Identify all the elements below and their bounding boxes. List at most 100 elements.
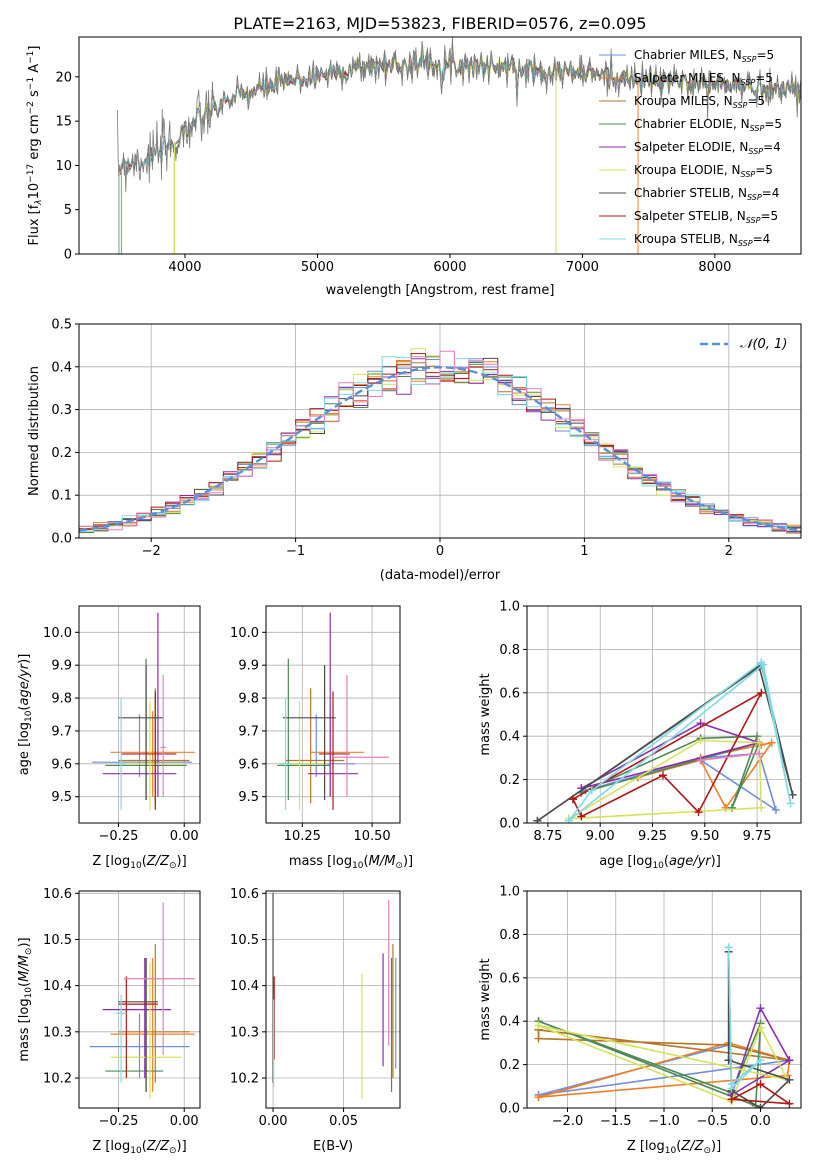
y-tick-label: 10 — [55, 159, 72, 174]
y-tick-label: 0.6 — [499, 971, 520, 986]
weight-marker — [757, 803, 766, 812]
axes-spectrum: 4000 5000 6000 7000 8000 0 5 10 15 20 wavelength [… — [26, 36, 802, 298]
x-tick-label: 0.0 — [750, 1114, 771, 1129]
legend-label: Kroupa STELIB, NSSP=4 — [634, 232, 770, 248]
x-axis-label: E(B-V) — [313, 1139, 353, 1154]
y-tick-label: 10.6 — [43, 887, 72, 902]
y-tick-label: 9.6 — [51, 757, 72, 772]
weight-marker — [753, 732, 762, 741]
legend-label: 𝒩(0, 1) — [740, 337, 787, 352]
figure-title: PLATE=2163, MJD=53823, FIBERID=0576, z=0… — [233, 14, 646, 33]
y-tick-label: 0.4 — [51, 360, 72, 375]
x-tick-label: −2.0 — [552, 1114, 584, 1129]
plot-content — [277, 612, 389, 810]
y-tick-label: 1.0 — [499, 885, 520, 900]
x-tick-label: 0.00 — [259, 1114, 288, 1129]
plot-content — [533, 658, 797, 823]
y-tick-label: 9.8 — [238, 692, 259, 707]
frame-and-ticks: −2 −1 0 1 2 0.0 0.1 0.2 0.3 0.4 0.5 𝒩(0, 1) (data-mo… — [27, 318, 802, 583]
weight-marker — [785, 1075, 794, 1084]
y-tick-label: 9.5 — [51, 790, 72, 805]
x-axis-label: Z [log10(Z/Z⊙)] — [92, 854, 186, 871]
legend-label: Chabrier STELIB, NSSP=4 — [634, 186, 779, 202]
y-tick-label: 9.5 — [238, 790, 259, 805]
plot-content — [534, 943, 794, 1108]
y-tick-label: 10.5 — [230, 933, 259, 948]
weight-marker — [785, 1056, 794, 1065]
weight-marker — [696, 719, 705, 728]
weight-marker — [577, 812, 586, 821]
x-tick-label: −0.25 — [99, 1114, 139, 1129]
legend-label: Kroupa ELODIE, NSSP=5 — [634, 163, 773, 179]
legend-label: Salpeter ELODIE, NSSP=4 — [634, 140, 781, 156]
y-axis-label: mass weight — [478, 958, 493, 1040]
x-tick-label: 10.25 — [284, 829, 321, 844]
weight-marker — [757, 688, 766, 697]
legend-label: Salpeter STELIB, NSSP=5 — [634, 209, 778, 225]
x-tick-label: 0.05 — [329, 1114, 358, 1129]
weight-marker — [767, 738, 776, 747]
gaussian-curve — [79, 366, 801, 532]
y-tick-label: 10.4 — [43, 979, 72, 994]
weight-marker — [694, 808, 703, 817]
weight-marker — [533, 816, 542, 823]
weight-marker — [658, 771, 667, 780]
y-tick-label: 0.2 — [51, 446, 72, 461]
weight-marker — [755, 749, 764, 758]
y-tick-label: 0.8 — [499, 928, 520, 943]
y-axis-label: age [log10(age/yr)] — [17, 654, 34, 776]
frame-and-ticks: 4000 5000 6000 7000 8000 0 5 10 15 20 wavelength [… — [26, 36, 802, 298]
y-tick-label: 0.0 — [51, 532, 72, 547]
weight-line-7 — [568, 660, 792, 822]
weight-marker — [788, 790, 797, 799]
axes-frame — [78, 36, 802, 255]
plot-content — [79, 348, 801, 538]
x-axis-label: wavelength [Angstrom, rest frame] — [326, 283, 555, 298]
y-tick-label: 10.6 — [230, 887, 259, 902]
y-tick-label: 0.4 — [499, 730, 520, 745]
plot-content — [89, 902, 195, 1099]
x-tick-label: −2 — [142, 544, 161, 559]
weight-marker — [756, 1023, 765, 1032]
axes-mass_vs_Z: −0.25 0.00 10.2 10.3 10.4 10.5 10.6 Z [log10(Z/… — [17, 887, 201, 1156]
weight-marker — [756, 1104, 765, 1108]
axes-frame — [265, 605, 401, 824]
axes-frame — [265, 890, 401, 1109]
y-axis-label: mass [log10(M/M⊙)] — [17, 937, 34, 1061]
y-tick-label: 20 — [55, 70, 72, 85]
x-tick-label: 9.50 — [690, 829, 719, 844]
x-tick-label: 6000 — [433, 260, 466, 275]
axes-frame — [526, 605, 802, 824]
weight-marker — [727, 803, 736, 812]
y-tick-label: 0.8 — [499, 643, 520, 658]
weight-marker — [727, 1080, 736, 1089]
y-tick-label: 10.5 — [43, 933, 72, 948]
axes-age_vs_Z: −0.25 0.00 9.5 9.6 9.7 9.8 9.9 10.0 Z [log10(Z/Z… — [17, 605, 201, 871]
y-tick-label: 10.2 — [230, 1071, 259, 1086]
y-tick-label: 0 — [64, 248, 72, 263]
y-tick-label: 9.9 — [51, 659, 72, 674]
weight-marker — [756, 1080, 765, 1089]
x-axis-label: Z [log10(Z/Z⊙)] — [92, 1139, 186, 1156]
weight-marker — [564, 816, 573, 823]
y-tick-label: 10.0 — [230, 626, 259, 641]
x-tick-label: −0.5 — [696, 1114, 728, 1129]
x-tick-label: 4000 — [168, 260, 201, 275]
x-tick-label: 0 — [436, 544, 444, 559]
y-tick-label: 0.5 — [51, 318, 72, 333]
weight-marker — [786, 799, 795, 808]
x-axis-label: age [log10(age/yr)] — [599, 854, 721, 871]
axes-frame — [78, 605, 201, 824]
weight-marker — [696, 736, 705, 745]
x-tick-label: −0.25 — [99, 829, 139, 844]
weight-line-3 — [581, 722, 763, 790]
x-axis-label: (data-model)/error — [380, 568, 501, 583]
weight-line-6 — [572, 690, 764, 818]
x-tick-label: −1.0 — [648, 1114, 680, 1129]
x-tick-label: 10.50 — [353, 829, 390, 844]
axes-residuals: −2 −1 0 1 2 0.0 0.1 0.2 0.3 0.4 0.5 𝒩(0, 1) (data-mo… — [27, 318, 802, 583]
weight-marker — [534, 1021, 543, 1030]
frame-and-ticks: −0.25 0.00 10.2 10.3 10.4 10.5 10.6 Z [log10(Z/… — [17, 887, 201, 1156]
y-tick-label: 15 — [55, 115, 72, 130]
weight-marker — [785, 1099, 794, 1108]
